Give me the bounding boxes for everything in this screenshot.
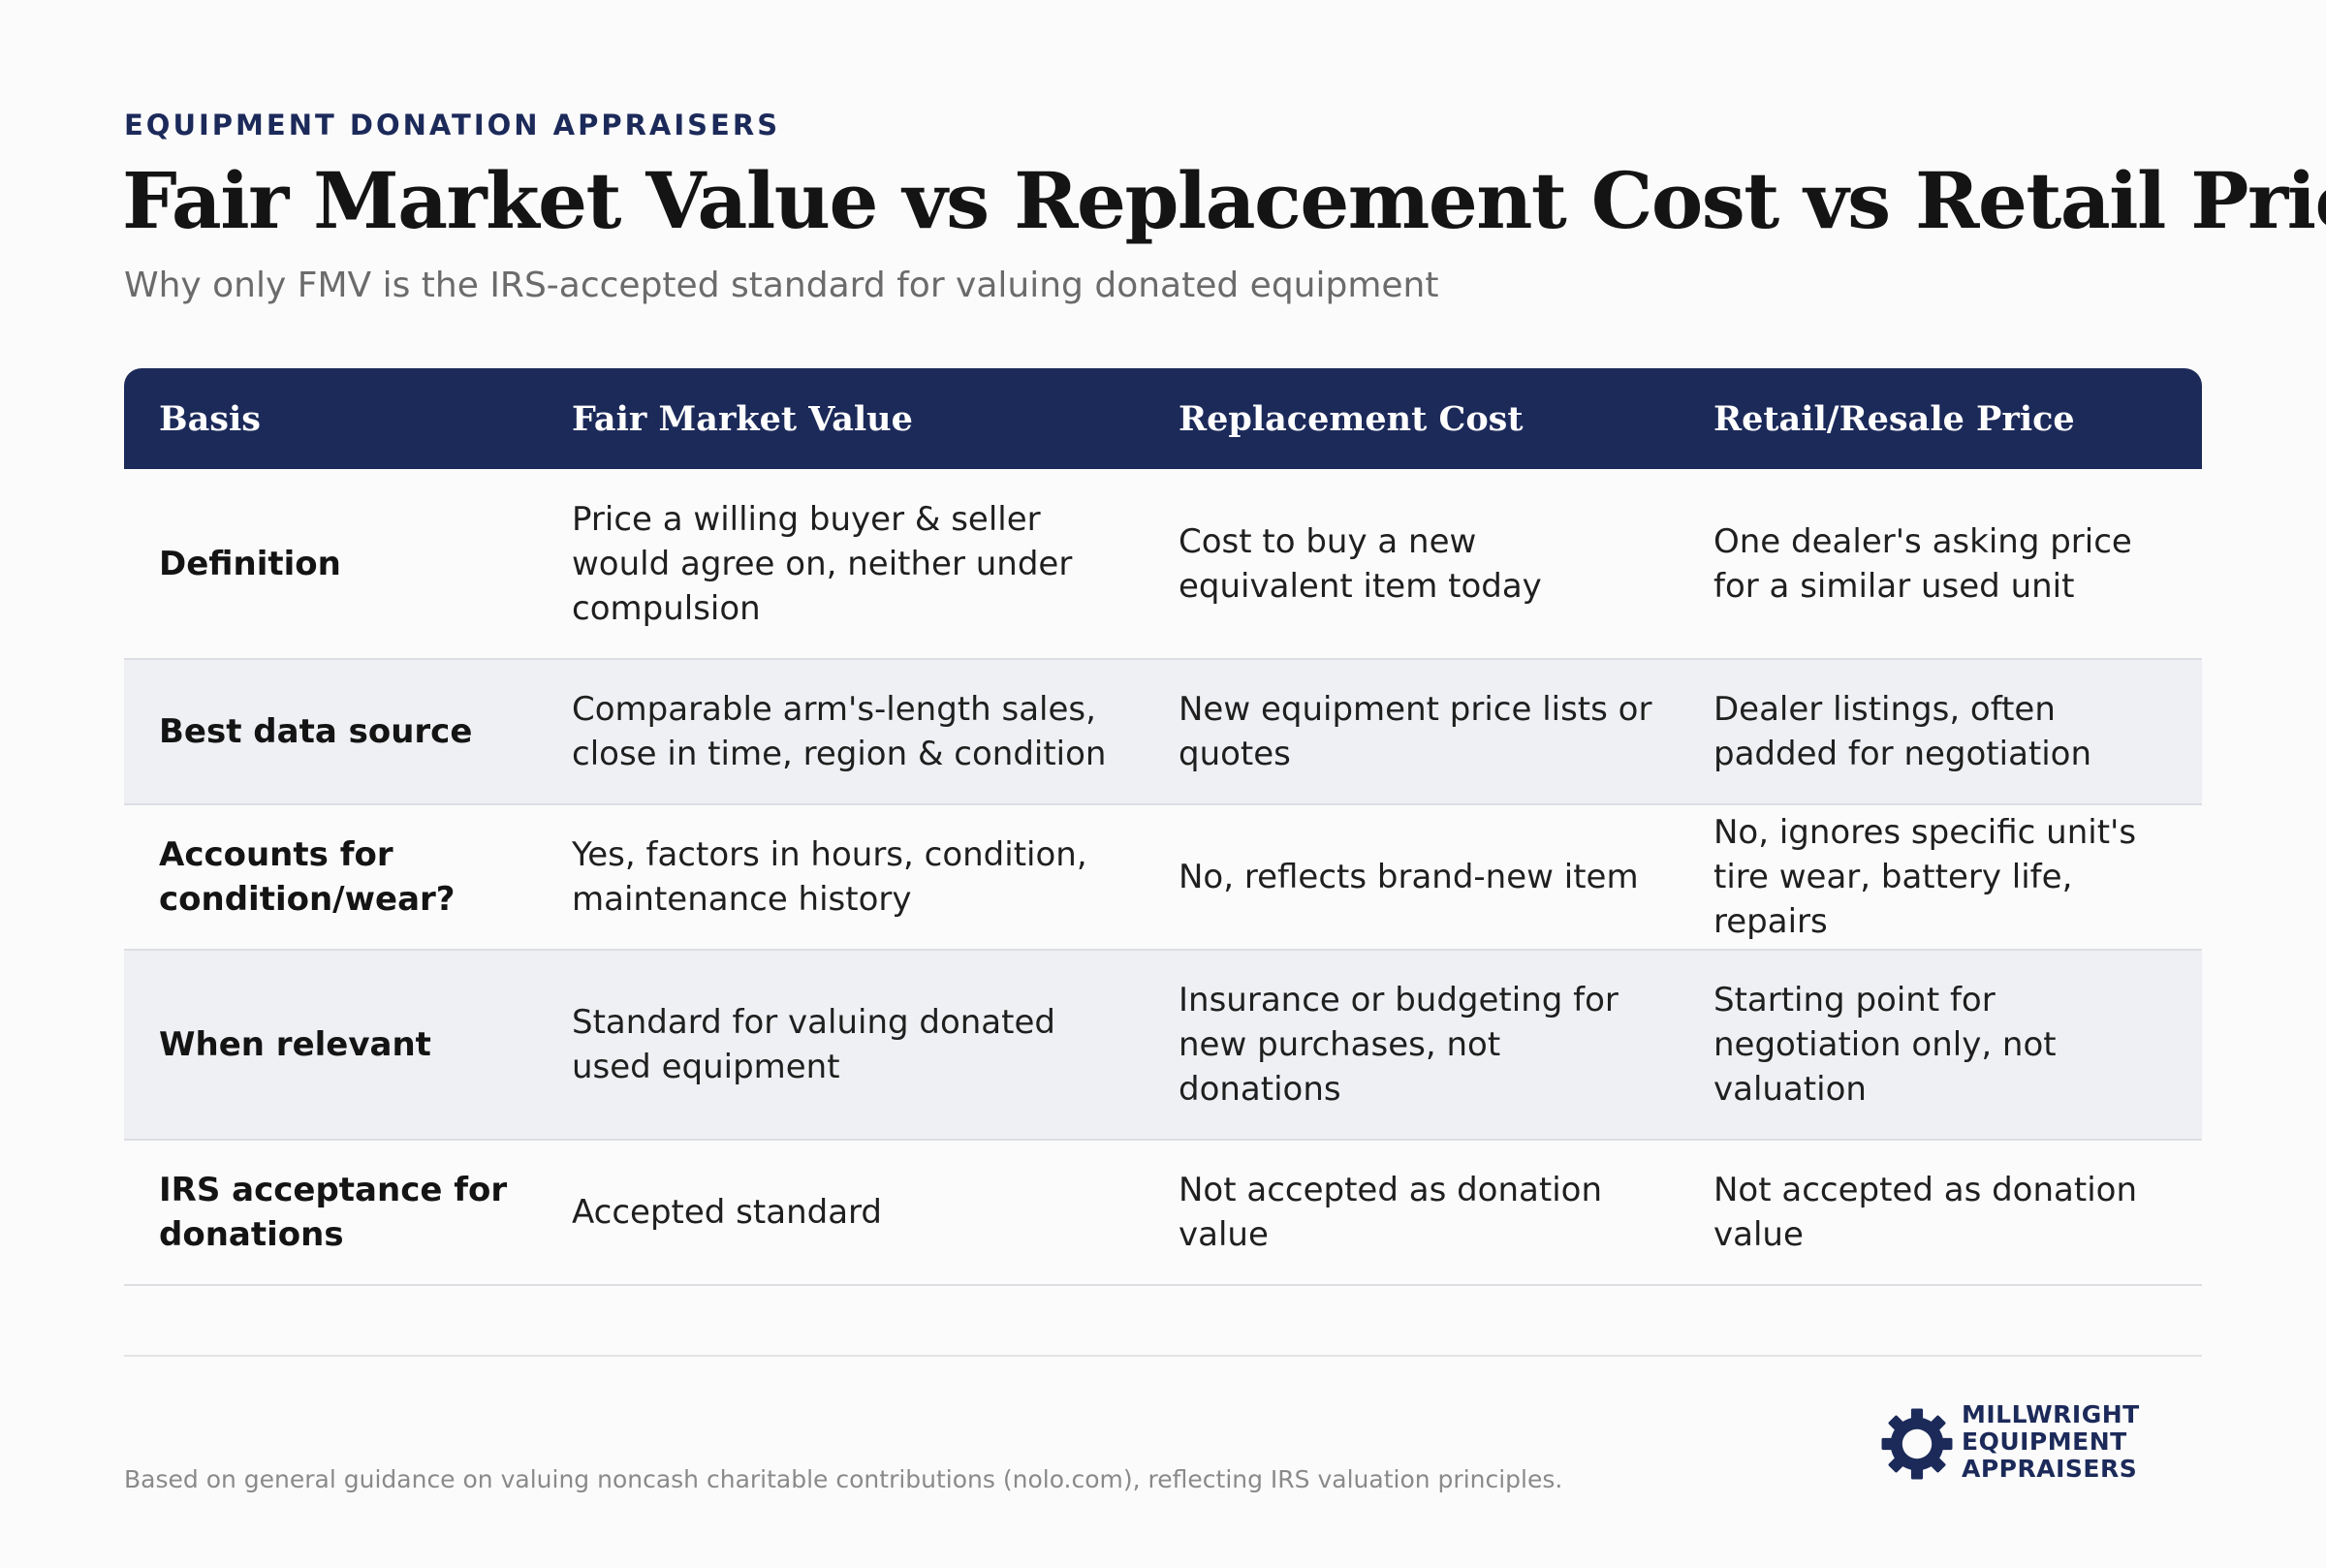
logo-wordmark: MILLWRIGHT EQUIPMENT APPRAISERS xyxy=(1962,1401,2140,1483)
logo-line: APPRAISERS xyxy=(1962,1455,2138,1483)
page-title: Fair Market Value vs Replacement Cost vs… xyxy=(122,155,2326,246)
eyebrow-label: EQUIPMENT DONATION APPRAISERS xyxy=(124,109,781,141)
column-header-fair-market-value: Fair Market Value xyxy=(537,368,1144,469)
cell-fair-market-value: Yes, factors in hours, condition, mainte… xyxy=(537,804,1144,951)
logo-line: MILLWRIGHT xyxy=(1962,1400,2140,1428)
row-label: When relevant xyxy=(124,950,537,1141)
comparison-table: Basis Fair Market Value Replacement Cost… xyxy=(124,368,2202,1286)
cell-fair-market-value: Comparable arm's-length sales, close in … xyxy=(537,659,1144,805)
source-footnote: Based on general guidance on valuing non… xyxy=(124,1465,1563,1493)
table-row-when-relevant: When relevant Standard for valuing donat… xyxy=(124,950,2202,1141)
footer-divider xyxy=(124,1355,2202,1357)
cell-replacement-cost: Not accepted as donation value xyxy=(1144,1140,1679,1286)
cell-retail-resale-price: Not accepted as donation value xyxy=(1679,1140,2202,1286)
cell-replacement-cost: Insurance or budgeting for new purchases… xyxy=(1144,950,1679,1141)
cell-fair-market-value: Accepted standard xyxy=(537,1140,1144,1286)
table-row-condition-wear: Accounts for condition/wear? Yes, factor… xyxy=(124,804,2202,951)
company-logo: MILLWRIGHT EQUIPMENT APPRAISERS xyxy=(1880,1401,2190,1483)
logo-line: EQUIPMENT xyxy=(1962,1427,2127,1456)
cell-retail-resale-price: Dealer listings, often padded for negoti… xyxy=(1679,659,2202,805)
cell-fair-market-value: Price a willing buyer & seller would agr… xyxy=(537,469,1144,660)
comparison-table-container: Basis Fair Market Value Replacement Cost… xyxy=(124,368,2202,1286)
page-subtitle: Why only FMV is the IRS-accepted standar… xyxy=(124,266,1439,305)
row-label: IRS acceptance for donations xyxy=(124,1140,537,1286)
cell-retail-resale-price: Starting point for negotiation only, not… xyxy=(1679,950,2202,1141)
table-row-irs-acceptance: IRS acceptance for donations Accepted st… xyxy=(124,1140,2202,1286)
row-label: Accounts for condition/wear? xyxy=(124,804,537,951)
cell-replacement-cost: No, reflects brand-new item xyxy=(1144,804,1679,951)
table-row-best-data-source: Best data source Comparable arm's-length… xyxy=(124,659,2202,805)
cell-replacement-cost: Cost to buy a new equivalent item today xyxy=(1144,469,1679,660)
column-header-basis: Basis xyxy=(124,368,537,469)
cell-fair-market-value: Standard for valuing donated used equipm… xyxy=(537,950,1144,1141)
row-label: Best data source xyxy=(124,659,537,805)
cell-retail-resale-price: No, ignores specific unit's tire wear, b… xyxy=(1679,804,2202,951)
gear-icon xyxy=(1881,1408,1953,1480)
table-row-definition: Definition Price a willing buyer & selle… xyxy=(124,469,2202,660)
cell-replacement-cost: New equipment price lists or quotes xyxy=(1144,659,1679,805)
row-label: Definition xyxy=(124,469,537,660)
column-header-retail-resale-price: Retail/Resale Price xyxy=(1679,368,2202,469)
cell-retail-resale-price: One dealer's asking price for a similar … xyxy=(1679,469,2202,660)
column-header-replacement-cost: Replacement Cost xyxy=(1144,368,1679,469)
table-header-row: Basis Fair Market Value Replacement Cost… xyxy=(124,368,2202,469)
